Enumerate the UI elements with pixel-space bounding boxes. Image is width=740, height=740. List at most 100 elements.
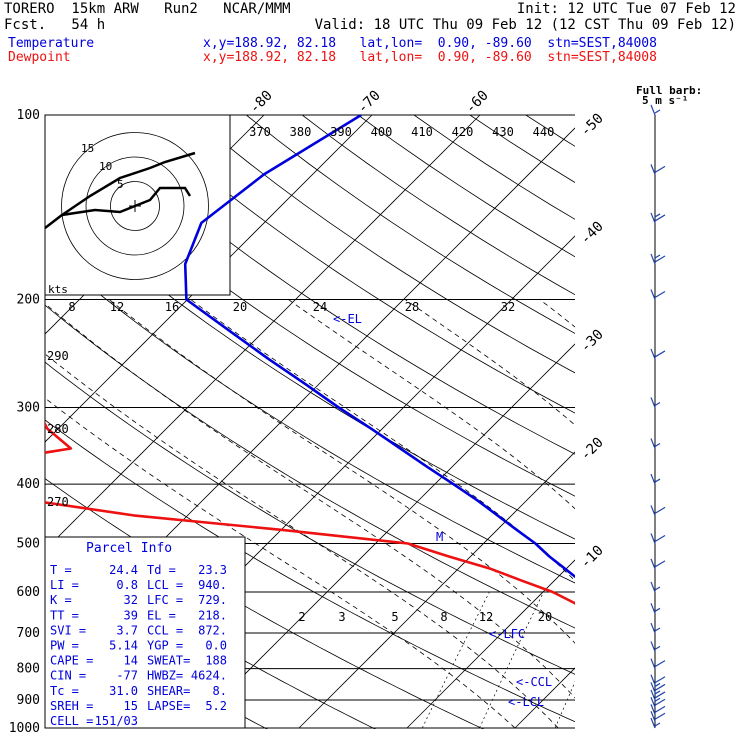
dry-adiabat-line (694, 115, 740, 740)
parcel-label: SVI = (50, 623, 86, 637)
temperature-tick-label: -10 (578, 543, 607, 572)
temperature-tick-label: -20 (578, 435, 607, 464)
wind-barb-staff (650, 397, 656, 408)
parcel-value: 4624. (191, 669, 227, 683)
theta-e-label: 410 (411, 125, 433, 139)
parcel-label: K = (50, 593, 72, 607)
parcel-value: 32 (124, 593, 138, 607)
moist-adiabat-line (539, 299, 575, 328)
dewpoint-profile-line (45, 421, 575, 605)
parcel-info-box (44, 536, 246, 729)
parcel-label: SWEAT= (147, 654, 190, 668)
annotation-el: <-EL (333, 312, 362, 326)
mixing-ratio-top-label: 28 (405, 300, 419, 314)
dry-adiabat-line (134, 115, 575, 414)
wind-barb-half (654, 690, 661, 695)
header-forecast: Fcst. 54 h (4, 17, 106, 33)
wind-barb-staff (650, 253, 656, 265)
parcel-value: 39 (124, 608, 138, 622)
wind-barb-staff (650, 704, 656, 715)
isotherm-line (731, 115, 740, 728)
pressure-tick-label: 500 (17, 536, 40, 551)
mixing-ratio-low-label: 5 (391, 610, 398, 624)
parcel-value: 188 (205, 654, 227, 668)
wind-barb-half (654, 697, 661, 702)
wind-barb-staff (650, 473, 656, 485)
wind-barb-half (654, 401, 661, 406)
mixing-ratio-low-label: 3 (338, 610, 345, 624)
wind-barb-staff (650, 212, 656, 224)
moist-adiabat-line (190, 299, 575, 582)
dry-adiabat-line (45, 192, 575, 540)
parcel-label: EL = (147, 608, 176, 622)
isotherm-line (514, 667, 575, 729)
wind-barb-flag (654, 291, 666, 299)
mixing-ratio-line (554, 680, 575, 729)
dry-adiabat-line (45, 248, 575, 584)
mixing-ratio-line (629, 592, 685, 728)
wind-barb-staff (650, 558, 656, 570)
theta-label: 280 (47, 422, 69, 436)
theta-e-label: 370 (249, 125, 271, 139)
wind-barb-staff (650, 505, 656, 516)
wind-barb-staff (650, 674, 656, 685)
wind-barb-flag (654, 676, 666, 684)
wind-barb-staff (650, 682, 656, 693)
temperature-tick-label: -50 (578, 111, 607, 140)
parcel-value: 31.0 (109, 684, 138, 698)
wind-barb-half (654, 682, 661, 687)
parcel-value: 8. (213, 684, 227, 698)
wind-barb-half (654, 627, 661, 632)
parcel-value: 218. (198, 608, 227, 622)
temperature-location: x,y=188.92, 82.18 lat,lon= 0.90, -89.60 … (203, 36, 657, 51)
parcel-value: 940. (198, 578, 227, 592)
parcel-label: LCL = (147, 578, 183, 592)
wind-barb-half (654, 442, 661, 448)
mixing-ratio-low-label: 8 (440, 610, 447, 624)
pressure-tick-label: 700 (17, 626, 40, 641)
wind-barb-flag (654, 350, 666, 358)
parcel-label: TT = (50, 608, 79, 622)
mixing-ratio-top-label: 8 (68, 300, 75, 314)
parcel-label: LI = (50, 578, 79, 592)
header-init: Init: 12 UTC Tue 07 Feb 12 (516, 1, 736, 17)
wind-barb-flag (654, 255, 666, 263)
moist-adiabat-line (45, 353, 559, 729)
wind-barb-staff (650, 289, 656, 300)
isotherm-line (45, 115, 481, 551)
parcel-label: LFC = (147, 593, 183, 607)
theta-label: 270 (47, 495, 69, 509)
temperature-profile-line (183, 115, 575, 579)
dry-adiabat-line (45, 361, 575, 675)
wind-barb-staff (650, 622, 656, 634)
header-model: TORERO 15km ARW Run2 NCAR/MMM (4, 1, 291, 17)
temperature-tick-label: -70 (355, 88, 384, 117)
temperature-tick-label: -60 (463, 88, 492, 117)
moist-adiabat-line (678, 300, 740, 729)
moist-adiabat-line (288, 299, 575, 510)
parcel-value: 24.4 (109, 563, 138, 577)
parcel-value: 729. (198, 593, 227, 607)
dry-adiabat-line (413, 115, 575, 220)
wind-barb-staff (650, 438, 656, 449)
wind-barb-flag (654, 691, 666, 699)
isotherm-line (45, 115, 373, 443)
parcel-label: CIN = (50, 669, 86, 683)
dry-adiabat-line (45, 419, 575, 723)
wind-barb-half (654, 109, 661, 114)
barb-key-unit: 5 m s⁻¹ (642, 94, 688, 107)
hodograph-ring (110, 181, 160, 231)
parcel-label: LAPSE= (147, 699, 190, 713)
pressure-tick-label: 600 (17, 585, 40, 600)
parcel-label: CCL = (147, 623, 183, 637)
parcel-value: 5.2 (205, 699, 227, 713)
parcel-value: 5.14 (109, 639, 138, 653)
parcel-label: YGP = (147, 639, 183, 653)
moist-adiabat-line (404, 299, 575, 426)
pressure-tick-label: 100 (17, 108, 40, 123)
pressure-tick-label: 900 (17, 693, 40, 708)
wind-barb-staff (650, 641, 656, 652)
hodograph-ring (85, 156, 185, 256)
parcel-value: 872. (198, 623, 227, 637)
